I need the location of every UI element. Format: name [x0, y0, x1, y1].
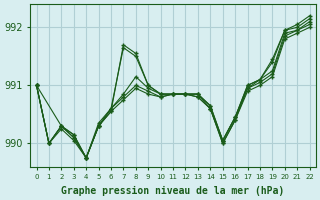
X-axis label: Graphe pression niveau de la mer (hPa): Graphe pression niveau de la mer (hPa): [61, 186, 285, 196]
